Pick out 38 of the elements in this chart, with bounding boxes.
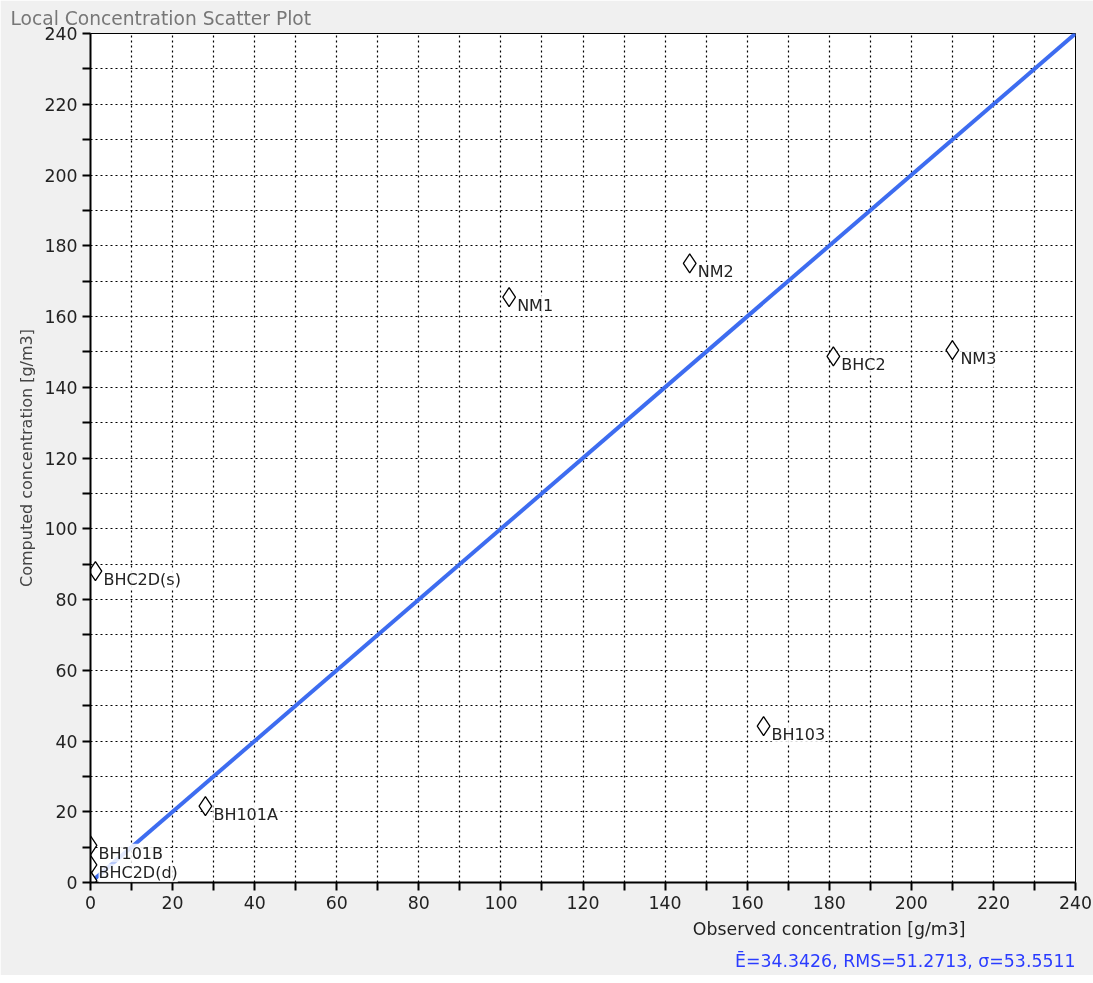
x-axis-title: Observed concentration [g/m3] <box>692 918 966 939</box>
x-tick-label: 20 <box>161 892 184 913</box>
x-tick-label: 200 <box>894 892 928 913</box>
x-tick-label: 120 <box>566 892 600 913</box>
y-tick-label: 180 <box>44 236 78 257</box>
annotation: BHC2 <box>841 354 886 374</box>
annotation: NM1 <box>517 295 554 315</box>
x-tick-label: 220 <box>976 892 1010 913</box>
annotation: BHC2D(d) <box>98 863 178 883</box>
y-tick-label: 80 <box>55 590 78 610</box>
annotation: BH101A <box>213 804 278 824</box>
annotation: BH101B <box>98 843 164 863</box>
y-tick-label: 240 <box>44 24 78 44</box>
y-tick-label: 120 <box>44 448 78 469</box>
x-tick-label: 240 <box>1058 892 1093 913</box>
annotation: BH103 <box>771 724 826 744</box>
y-tick-label: 60 <box>55 660 78 681</box>
annotation: NM3 <box>960 348 997 368</box>
x-tick-label: 160 <box>730 892 764 913</box>
y-tick-label: 0 <box>66 873 78 893</box>
x-tick-label: 100 <box>484 892 518 913</box>
y-tick-label: 220 <box>44 94 78 115</box>
text: Ē=34.3426, RMS=51.2713, σ=53.5511 <box>735 949 1076 971</box>
x-tick-label: 0 <box>84 892 97 913</box>
x-tick-label: 40 <box>243 892 266 913</box>
y-axis-title: Computed concentration [g/m3] <box>17 329 37 587</box>
x-tick-label: 60 <box>325 892 348 913</box>
x-tick-label: 140 <box>648 892 682 913</box>
y-tick-label: 140 <box>44 377 78 398</box>
y-tick-label: 200 <box>44 165 78 186</box>
y-tick-label: 100 <box>44 519 78 540</box>
annotation: BHC2D(s) <box>103 569 181 589</box>
y-tick-label: 160 <box>44 307 78 327</box>
x-tick-label: 80 <box>407 892 430 913</box>
x-tick-label: 180 <box>812 892 846 913</box>
y-tick-label: 20 <box>55 802 78 823</box>
annotation: NM2 <box>697 261 734 281</box>
y-tick-label: 40 <box>55 731 78 752</box>
